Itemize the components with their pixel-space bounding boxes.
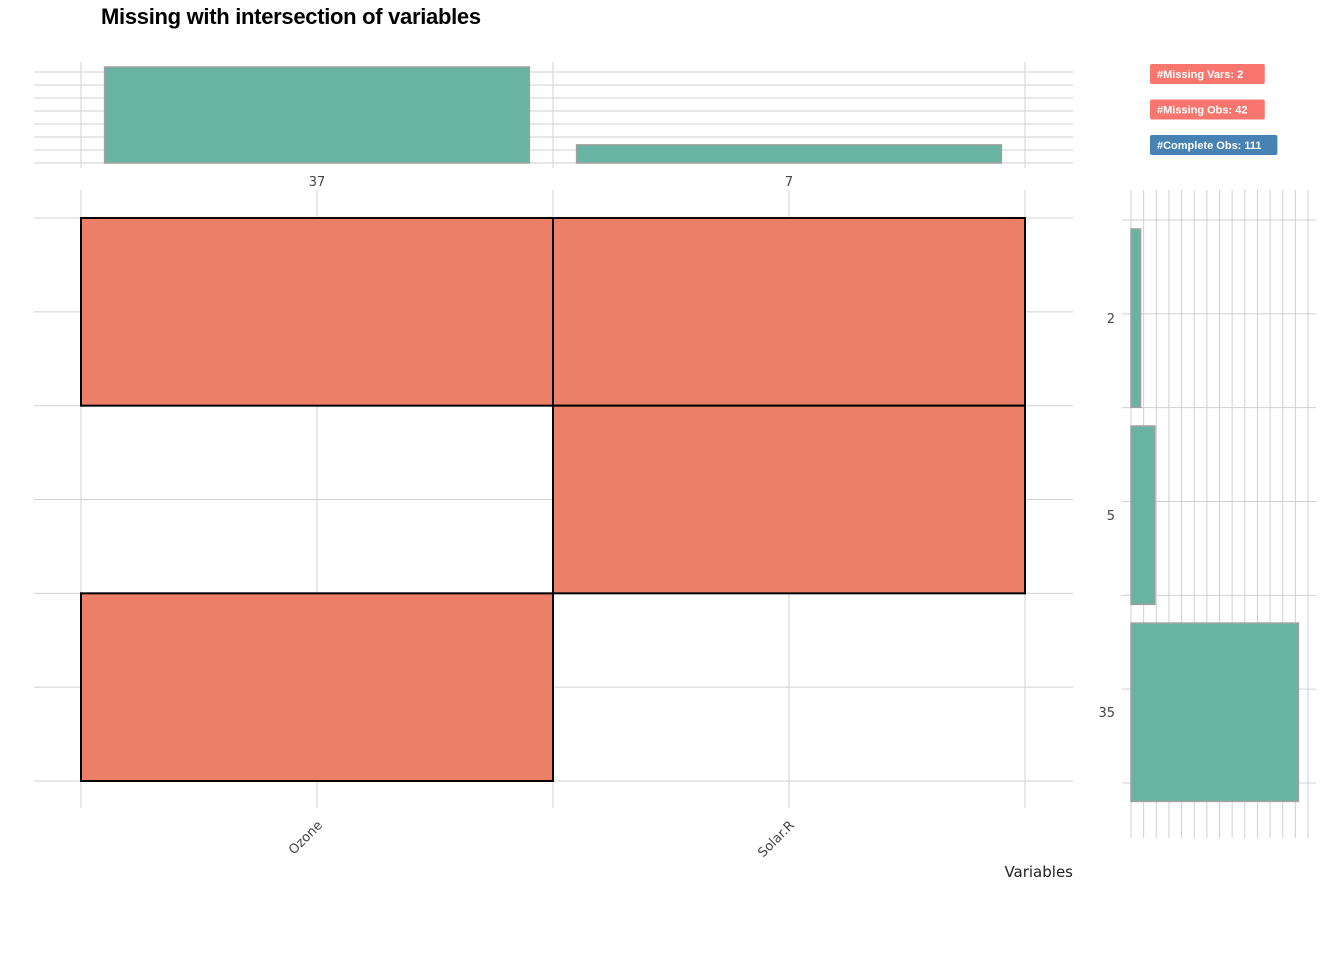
summary-badge [1150,99,1265,120]
summary-badge-text: #Missing Obs: 42 [1157,105,1247,117]
missing-cell [552,404,1026,595]
intersection-matrix-panel: Ozone Solar.R [34,190,1073,861]
variable-tick-label: Solar.R [755,818,798,861]
missing-cell [80,592,554,782]
top-bar-panel: 37 7 [34,62,1073,190]
intersection-count-label: 35 [1098,706,1115,721]
summary-badge-text: #Missing Vars: 2 [1157,69,1243,81]
intersection-count-bar [1130,228,1142,409]
summary-badge [1150,135,1278,155]
missing-count-label: 37 [309,175,326,190]
missing-count-bar [575,144,1003,164]
intersection-count-bar [1130,425,1156,606]
x-axis-title: Variables [1004,863,1073,881]
summary-badges: #Missing Vars: 2 #Missing Obs: 42 #Complet… [1150,64,1278,155]
summary-badge-text: #Complete Obs: 111 [1157,140,1262,152]
intersection-count-panel: 2 5 35 [1098,190,1316,838]
missing-count-label: 7 [785,175,793,190]
missing-count-bar [103,66,531,164]
chart-title: Missing with intersection of variables [101,4,481,29]
intersection-count-bar [1130,622,1300,803]
variable-tick-label: Ozone [286,818,326,858]
intersection-count-label: 5 [1107,509,1115,524]
missing-cell [552,217,1026,407]
summary-badge [1150,64,1265,84]
missing-cell [80,217,554,407]
intersection-count-label: 2 [1107,312,1115,327]
